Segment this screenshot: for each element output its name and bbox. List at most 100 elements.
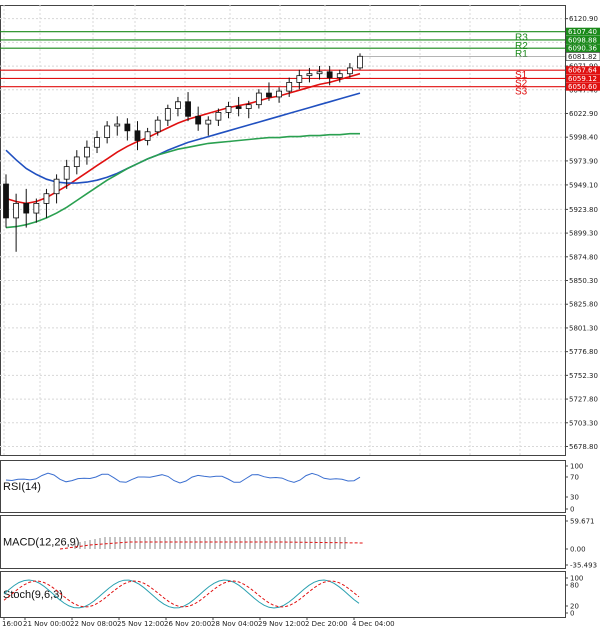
- time-tick-label: 22 Nov 08:00: [70, 620, 117, 628]
- time-tick-label: 4 Dec 04:00: [352, 620, 395, 628]
- indicator-label-stoch: Stoch(9,6,3): [3, 589, 63, 601]
- candle-bullish: [276, 90, 282, 98]
- time-tick-label: 16:00: [2, 620, 22, 628]
- indicator-tick-label-rsi: 70: [570, 474, 579, 482]
- candle-bearish: [326, 71, 333, 78]
- candles: [3, 53, 363, 252]
- candle-bullish: [205, 119, 212, 125]
- price-tick-label: 5727.80: [569, 396, 598, 404]
- candle-bullish: [33, 202, 40, 214]
- pivot-levels: R3 6107.40 R2 6098.88 R1 6090.36 S1 6067.64 S2 60…: [0, 27, 600, 98]
- price-tick-label: 6120.90: [569, 15, 598, 23]
- candle-bullish: [73, 156, 80, 168]
- indicator-pane-frame-macd: [0, 515, 566, 569]
- price-tick-label: 5998.40: [569, 134, 598, 142]
- time-tick-label: 26 Nov 20:00: [164, 620, 211, 628]
- candle-bullish: [94, 137, 100, 148]
- price-tick-label: 5776.80: [569, 348, 598, 356]
- price-tick-label: 5801.30: [569, 324, 598, 332]
- level-tag-bg: [566, 44, 600, 53]
- current-price-tag-bg: [565, 52, 600, 61]
- candle-bearish: [124, 123, 131, 132]
- candle-bearish: [185, 101, 191, 117]
- level-value-r1: 6090.36: [568, 45, 597, 53]
- time-tick-label: 29 Nov 12:00: [258, 620, 305, 628]
- price-tick-label: 5703.30: [569, 419, 598, 427]
- indicator-tick-label-macd: 59.671: [570, 518, 595, 526]
- candle-bullish: [286, 82, 293, 92]
- level-name-s1: S1: [515, 70, 528, 81]
- rsi-line: [5, 472, 361, 484]
- price-tick-label: 5923.80: [569, 206, 598, 214]
- price-tick-label: 6022.90: [569, 110, 598, 118]
- price-tick-label: 5899.30: [569, 230, 598, 238]
- candle-bullish: [225, 106, 232, 113]
- level-name-r1: R1: [515, 49, 528, 60]
- grid: [0, 5, 566, 456]
- level-value-s1: 6067.64: [568, 67, 597, 75]
- candle-bearish: [3, 183, 9, 219]
- candle-bearish: [235, 106, 242, 109]
- current-price-label: 6081.82: [568, 53, 597, 61]
- candle-bullish: [175, 101, 181, 109]
- candle-bullish: [306, 73, 313, 77]
- candle-bullish: [164, 108, 171, 121]
- time-tick-label: 21 Nov 00:00: [23, 620, 70, 628]
- price-tick-label: 5973.90: [569, 157, 598, 165]
- time-tick-label: 2 Dec 20:00: [305, 620, 348, 628]
- price-pane-frame: [0, 5, 566, 456]
- level-name-s2: S2: [515, 78, 528, 89]
- level-value-s2: 6059.12: [568, 75, 597, 83]
- candle-bullish: [43, 193, 50, 204]
- indicator-panes: RSI(14) 100 70 30 0 MACD(12,26,9) 59.671 0.00 -3…: [0, 460, 597, 618]
- candle-bullish: [154, 119, 161, 133]
- time-tick-label: 25 Nov 12:00: [117, 620, 164, 628]
- level-value-s3: 6050.60: [568, 83, 597, 91]
- candle-bullish: [296, 75, 303, 83]
- moving-average-line-2: [5, 92, 361, 184]
- price-tick-label: 5752.30: [569, 372, 598, 380]
- candle-bullish: [104, 125, 111, 138]
- time-axis: 16:00 21 Nov 00:00 22 Nov 08:00 25 Nov 12:0…: [2, 617, 395, 628]
- level-tag-bg: [566, 66, 600, 75]
- stoch-d-line: [3, 580, 360, 608]
- level-tag-bg: [566, 82, 600, 91]
- level-value-r2: 6098.88: [568, 36, 597, 44]
- candle-bullish: [316, 71, 323, 75]
- indicator-tick-label-macd: -35.493: [570, 562, 597, 570]
- level-tag-bg: [566, 35, 600, 44]
- candle-bearish: [134, 130, 141, 141]
- level-name-r2: R2: [515, 41, 528, 52]
- moving-average-line-3: [5, 132, 360, 229]
- candle-bullish: [84, 146, 90, 158]
- candle-bullish: [63, 166, 70, 180]
- price-tick-label: 5850.30: [569, 277, 598, 285]
- price-axis: 6120.906096.406071.906047.406022.905998.…: [565, 15, 598, 451]
- indicator-label-rsi: RSI(14): [3, 481, 41, 493]
- macd-signal-line: [59, 541, 365, 550]
- candle-bearish: [23, 202, 30, 214]
- indicator-tick-label-rsi: 100: [570, 463, 583, 471]
- candle-bullish: [144, 131, 151, 141]
- price-tick-label: 5678.80: [569, 443, 598, 451]
- candle-bullish: [215, 112, 222, 121]
- candle-bearish: [195, 115, 202, 125]
- candle-bullish: [13, 202, 20, 219]
- level-name-s3: S3: [515, 87, 528, 98]
- indicator-pane-frame-rsi: [0, 460, 566, 513]
- price-tick-label: 5874.80: [569, 253, 598, 261]
- indicator-tick-label-macd: 0.00: [570, 546, 586, 554]
- candle-bullish: [245, 104, 252, 109]
- level-tag-bg: [566, 74, 600, 83]
- indicator-tick-label-stoch: 20: [570, 603, 579, 611]
- candle-bullish: [357, 55, 363, 69]
- price-tick-label: 5825.80: [569, 301, 598, 309]
- moving-average-line-1: [5, 72, 361, 205]
- time-tick-label: 28 Nov 04:00: [211, 620, 258, 628]
- candle-bullish: [336, 73, 343, 78]
- price-tick-label: 5949.10: [569, 181, 598, 189]
- level-value-r3: 6107.40: [568, 28, 597, 36]
- indicator-pane-frame-stoch: [0, 571, 566, 618]
